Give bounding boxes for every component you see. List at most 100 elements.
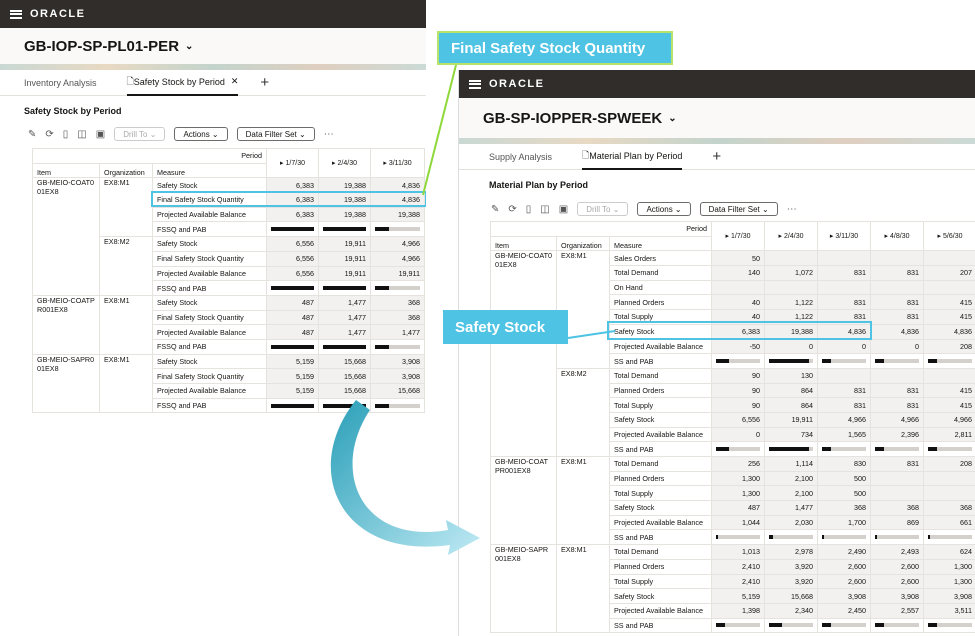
actions-button[interactable]: Actions ⌄ [174, 127, 228, 141]
page-title[interactable]: GB-SP-IOPPER-SPWEEK ⌄ [459, 98, 975, 138]
layout-icon[interactable]: ◫ [77, 128, 87, 140]
value-cell[interactable]: 869 [870, 514, 925, 531]
value-cell[interactable]: 1,565 [817, 426, 872, 443]
measure-cell[interactable]: On Hand [608, 279, 713, 296]
value-cell[interactable]: 19,911 [370, 265, 426, 282]
pencil-icon[interactable]: ✎ [491, 203, 500, 215]
value-cell[interactable] [764, 279, 819, 296]
measure-cell[interactable]: SS and PAB [608, 617, 713, 634]
value-cell[interactable]: 368 [370, 294, 426, 311]
tab-supply-analysis[interactable]: Supply Analysis [489, 151, 553, 162]
value-cell[interactable]: 140 [711, 265, 766, 281]
measure-cell[interactable]: Projected Available Balance [151, 324, 268, 340]
value-cell[interactable] [923, 485, 975, 502]
more-icon[interactable]: ⋯ [786, 203, 797, 215]
value-cell[interactable] [923, 279, 975, 296]
value-cell[interactable]: 3,511 [923, 602, 975, 619]
value-cell[interactable]: 1,300 [711, 485, 766, 502]
value-cell[interactable]: 3,908 [370, 353, 426, 370]
value-cell[interactable] [923, 250, 975, 267]
value-cell[interactable] [817, 279, 872, 296]
value-cell[interactable] [923, 367, 975, 384]
hamburger-menu-icon[interactable] [469, 79, 481, 89]
note-icon[interactable]: ▯ [525, 203, 532, 215]
refresh-icon[interactable]: ⟳ [508, 203, 517, 215]
org-cell[interactable]: EX8:M1 [99, 294, 153, 355]
value-cell[interactable]: 1,477 [318, 324, 372, 340]
hamburger-menu-icon[interactable] [10, 9, 22, 19]
value-cell[interactable]: 3,908 [370, 368, 426, 384]
layout-icon[interactable]: ◫ [540, 203, 550, 215]
value-cell[interactable]: 4,836 [370, 177, 426, 194]
value-cell[interactable]: 831 [817, 265, 872, 281]
value-cell[interactable]: 5,159 [266, 383, 320, 399]
value-cell[interactable]: 1,700 [817, 514, 872, 531]
measure-cell[interactable]: FSSQ and PAB [151, 397, 268, 414]
period-col-4[interactable]: ▸ 4/8/30 [870, 220, 925, 252]
value-cell[interactable]: 831 [870, 294, 925, 311]
value-cell[interactable]: 0 [870, 338, 925, 355]
value-cell[interactable]: 19,388 [318, 177, 372, 194]
value-cell[interactable]: 2,600 [870, 558, 925, 575]
measure-cell[interactable]: Total Supply [608, 397, 713, 413]
measure-cell[interactable]: Projected Available Balance [151, 265, 268, 282]
close-icon[interactable]: ✕ [230, 76, 239, 86]
tab-inventory-analysis[interactable]: Inventory Analysis [24, 77, 97, 88]
value-cell[interactable]: 15,668 [764, 588, 819, 604]
add-tab-icon[interactable]: + [712, 148, 722, 165]
value-cell[interactable]: 1,013 [711, 544, 766, 560]
measure-cell[interactable]: Final Safety Stock Quantity [151, 250, 268, 267]
value-cell[interactable] [711, 279, 766, 296]
value-cell[interactable]: 831 [870, 397, 925, 413]
value-cell[interactable] [870, 470, 925, 487]
value-cell[interactable]: 19,911 [318, 250, 372, 267]
value-cell[interactable]: 15,668 [318, 383, 372, 399]
value-cell[interactable]: 2,450 [817, 602, 872, 619]
value-cell[interactable]: 2,030 [764, 514, 819, 531]
measure-cell[interactable]: SS and PAB [608, 441, 713, 457]
value-cell[interactable] [817, 250, 872, 267]
measure-cell[interactable]: Planned Orders [608, 470, 713, 487]
value-cell[interactable]: 256 [711, 456, 766, 472]
value-cell[interactable]: 2,493 [870, 544, 925, 560]
tab-material-plan-by-period[interactable]: 🗋 Material Plan by Period [582, 144, 683, 170]
measure-cell[interactable]: SS and PAB [608, 353, 713, 369]
value-cell[interactable]: 831 [817, 397, 872, 413]
item-cell[interactable]: GB-MEIO-COAT001EX8 [32, 177, 100, 296]
value-cell[interactable]: 2,811 [923, 426, 975, 443]
value-cell[interactable] [764, 250, 819, 267]
pencil-icon[interactable]: ✎ [28, 128, 37, 140]
value-cell[interactable]: 6,383 [266, 206, 320, 223]
value-cell[interactable]: 4,836 [870, 323, 925, 340]
value-cell[interactable]: 0 [817, 338, 872, 355]
value-cell[interactable]: 734 [764, 426, 819, 443]
value-cell[interactable]: 6,383 [266, 192, 320, 208]
item-cell[interactable]: GB-MEIO-COAT001EX8 [490, 250, 557, 457]
value-cell[interactable]: 1,072 [764, 265, 819, 281]
data-filter-set-button[interactable]: Data Filter Set ⌄ [236, 127, 315, 141]
value-cell[interactable]: 15,668 [370, 383, 426, 399]
period-col-3[interactable]: ▸ 3/11/3​0 [370, 147, 426, 179]
value-cell[interactable]: 130 [764, 367, 819, 384]
measure-cell[interactable]: Total Supply [608, 309, 713, 325]
data-filter-set-button[interactable]: Data Filter Set ⌄ [699, 202, 778, 216]
value-cell[interactable]: 487 [266, 294, 320, 311]
period-col-5[interactable]: ▸ 5/6/30 [923, 220, 975, 252]
value-cell[interactable]: 415 [923, 294, 975, 311]
value-cell[interactable]: 831 [870, 265, 925, 281]
value-cell[interactable]: 6,556 [266, 265, 320, 282]
value-cell[interactable]: 2,600 [870, 573, 925, 590]
value-cell[interactable]: 2,396 [870, 426, 925, 443]
value-cell[interactable]: 1,477 [764, 500, 819, 516]
value-cell[interactable]: 487 [266, 309, 320, 326]
value-cell[interactable]: 4,836 [923, 323, 975, 340]
measure-cell[interactable]: Safety Stock [151, 353, 268, 370]
value-cell[interactable] [870, 485, 925, 502]
value-cell[interactable]: 1,300 [923, 558, 975, 575]
save-icon[interactable]: ▣ [558, 203, 569, 215]
value-cell[interactable]: 1,122 [764, 294, 819, 311]
value-cell[interactable] [923, 470, 975, 487]
value-cell[interactable]: 19,911 [318, 265, 372, 282]
value-cell[interactable] [870, 367, 925, 384]
measure-cell[interactable]: Safety Stock [608, 411, 713, 428]
